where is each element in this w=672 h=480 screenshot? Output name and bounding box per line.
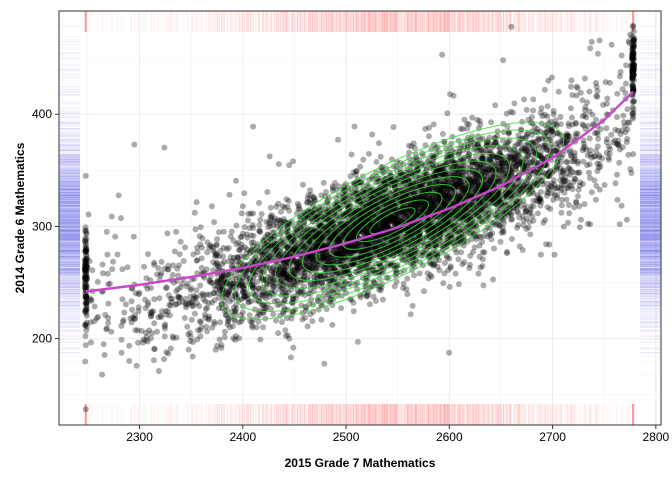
grid <box>59 11 661 425</box>
y-rug <box>59 25 661 375</box>
x-rug <box>84 11 635 425</box>
